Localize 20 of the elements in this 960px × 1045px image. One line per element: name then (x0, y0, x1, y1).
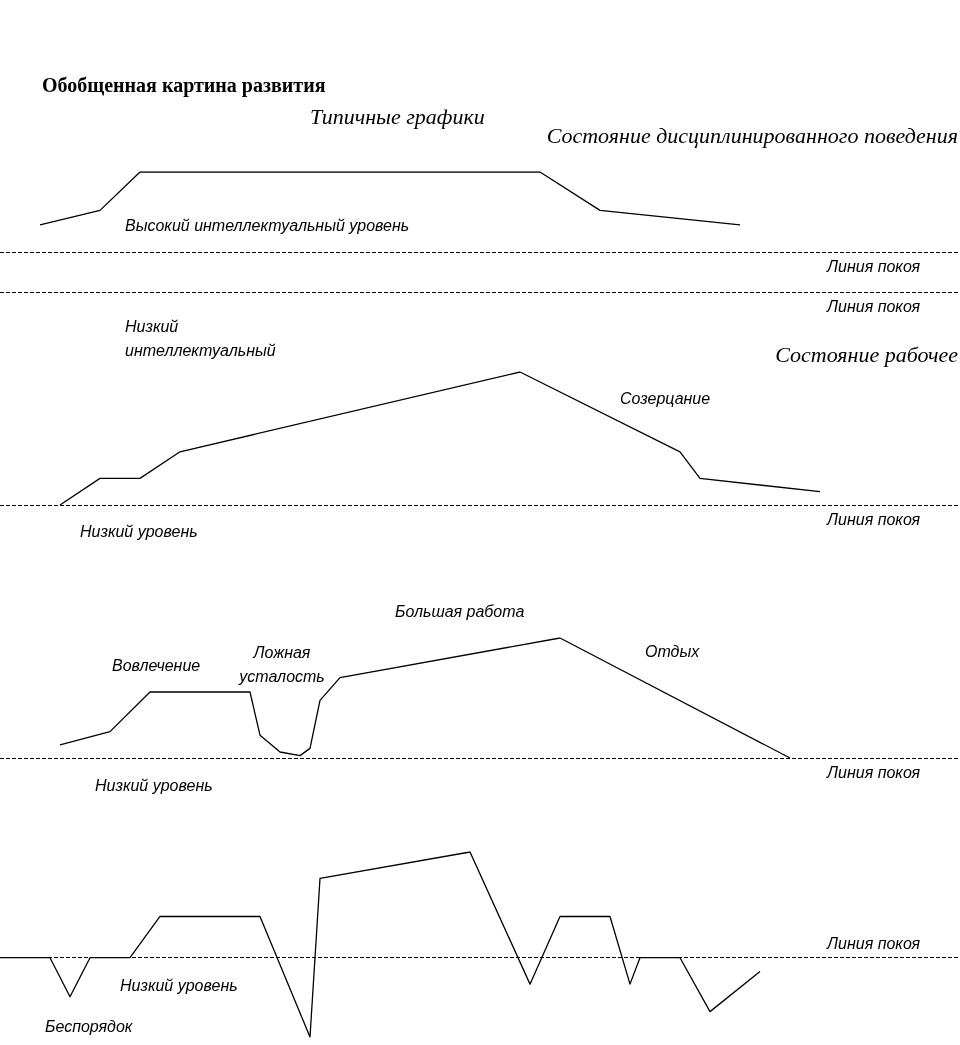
annotation: Высокий интеллектуальный уровень (125, 216, 410, 234)
text: Низкий интеллектуальный (125, 317, 276, 359)
annotation: Вовлечение (112, 656, 201, 674)
chart-title: Обобщенная картина развития (42, 74, 326, 97)
annotation: Низкий уровень (120, 976, 238, 994)
ref-line-label: Линия покоя (826, 297, 921, 315)
text: Большая работа (395, 602, 525, 620)
ref-line-label: Линия покоя (826, 257, 921, 275)
chart-subtitle: Типичные графики (310, 103, 485, 129)
ref-line-label: Линия покоя (826, 935, 921, 953)
annotation: Ложная усталость (238, 643, 325, 685)
annotation: Отдых (645, 642, 701, 660)
text: Состояние дисциплинированного поведения (546, 122, 958, 148)
ref-line-label: Линия покоя (826, 510, 921, 528)
chart-title: Состояние рабочее (775, 341, 959, 367)
annotation: Созерцание (620, 389, 711, 407)
text: Низкий уровень (95, 776, 213, 794)
text: Низкий уровень (80, 522, 198, 540)
annotation: Беспорядок (45, 1017, 134, 1035)
ref-line-label: Линия покоя (826, 763, 921, 781)
